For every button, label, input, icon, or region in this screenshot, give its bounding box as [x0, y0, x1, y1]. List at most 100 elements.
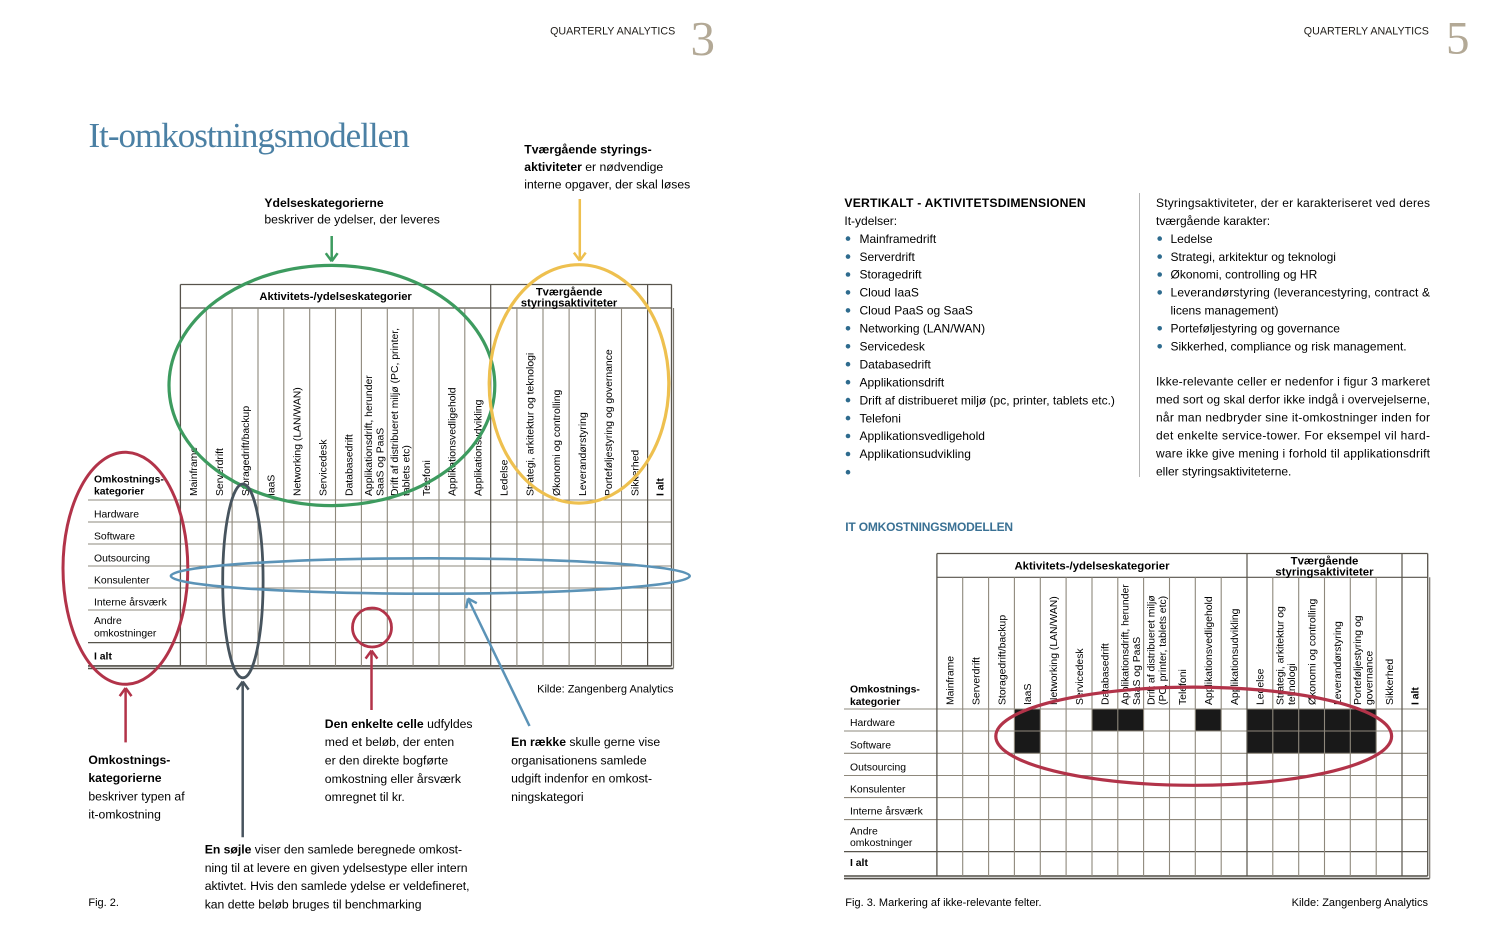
svg-text:Fig. 3. Markering af ikke-rele: Fig. 3. Markering af ikke-relevante felt…: [845, 897, 1041, 909]
svg-text:Hardware: Hardware: [850, 718, 895, 729]
svg-text:SaaS og PaaS: SaaS og PaaS: [376, 428, 387, 496]
svg-text:ningskategori: ningskategori: [511, 790, 583, 804]
svg-text:Konsulenter: Konsulenter: [850, 784, 906, 795]
svg-text:Leverandørstyring (leverancest: Leverandørstyring (leverancestyring, con…: [1171, 286, 1431, 300]
svg-text:Networking (LAN/WAN): Networking (LAN/WAN): [1049, 596, 1060, 705]
svg-text:Databasedrift: Databasedrift: [344, 434, 355, 496]
svg-text:Drift af distribueret miljø (p: Drift af distribueret miljø (pc, printer…: [860, 393, 1115, 407]
svg-text:omregnet til kr.: omregnet til kr.: [325, 790, 405, 804]
svg-text:interne opgaver, der skal løse: interne opgaver, der skal løses: [524, 177, 690, 191]
svg-text:Storagedrift/backup: Storagedrift/backup: [241, 406, 252, 496]
svg-text:Mainframe: Mainframe: [946, 656, 957, 705]
svg-text:Omkostnings-: Omkostnings-: [88, 753, 170, 767]
svg-text:Storagedrift/backup: Storagedrift/backup: [997, 615, 1008, 705]
svg-text:It-ydelser:: It-ydelser:: [844, 214, 897, 228]
svg-text:ning til at levere en given yd: ning til at levere en given ydelsestype …: [205, 861, 468, 875]
svg-text:Outsourcing: Outsourcing: [850, 762, 906, 773]
svg-text:QUARTERLY ANALYTICS: QUARTERLY ANALYTICS: [1304, 25, 1429, 37]
svg-text:Økonomi og controlling: Økonomi og controlling: [1307, 599, 1318, 705]
svg-text:Ledelse: Ledelse: [1256, 668, 1267, 705]
svg-text:Ledelse: Ledelse: [500, 459, 511, 496]
svg-text:Applikationsvedligehold: Applikationsvedligehold: [1204, 596, 1215, 705]
svg-text:Interne årsværk: Interne årsværk: [850, 805, 924, 817]
svg-text:IaaS: IaaS: [1023, 684, 1034, 705]
svg-text:I alt: I alt: [94, 652, 112, 663]
svg-text:Hardware: Hardware: [94, 510, 139, 521]
svg-text:Konsulenter: Konsulenter: [94, 575, 150, 586]
svg-text:beskriver de ydelser, der leve: beskriver de ydelser, der leveres: [264, 212, 439, 226]
svg-text:Ydelseskategorierne: Ydelseskategorierne: [264, 196, 383, 210]
svg-text:omkostninger: omkostninger: [850, 838, 913, 849]
svg-text:Kilde: Zangenberg Analytics: Kilde: Zangenberg Analytics: [1292, 897, 1429, 909]
svg-text:VERTIKALT - AKTIVITETSDIMENSIO: VERTIKALT - AKTIVITETSDIMENSIONEN: [844, 196, 1086, 210]
svg-text:Applikationsvedligehold: Applikationsvedligehold: [448, 387, 459, 496]
svg-text:Networking (LAN/WAN): Networking (LAN/WAN): [860, 322, 986, 336]
svg-text:Leverandørstyring: Leverandørstyring: [1333, 621, 1344, 705]
svg-text:(PC, printer, tablets etc): (PC, printer, tablets etc): [1158, 596, 1169, 705]
svg-text:organisationens samlede: organisationens samlede: [511, 753, 647, 767]
svg-text:En række skulle gerne vise: En række skulle gerne vise: [511, 735, 660, 749]
svg-text:Cloud IaaS: Cloud IaaS: [860, 286, 919, 300]
svg-text:En søjle viser den samlede ber: En søjle viser den samlede beregnede omk…: [205, 843, 462, 857]
svg-text:5: 5: [1446, 13, 1470, 65]
svg-text:Applikationsdrift: Applikationsdrift: [860, 375, 945, 389]
svg-text:Ikke-relevante celler er neden: Ikke-relevante celler er nedenfor i figu…: [1156, 375, 1431, 389]
svg-text:Tværgående: Tværgående: [536, 286, 603, 298]
svg-text:Databasedrift: Databasedrift: [860, 357, 932, 371]
svg-text:Networking (LAN/WAN): Networking (LAN/WAN): [293, 387, 304, 496]
svg-text:Styringsaktiviteter, der er ka: Styringsaktiviteter, der er karakteriser…: [1156, 196, 1430, 210]
svg-text:Porteføljestyring og governanc: Porteføljestyring og governance: [1171, 322, 1341, 336]
svg-text:Den enkelte celle udfyldes: Den enkelte celle udfyldes: [325, 717, 473, 731]
svg-text:Andre: Andre: [94, 616, 122, 627]
svg-text:tværgående karakter:: tværgående karakter:: [1156, 214, 1270, 228]
svg-text:Servicedesk: Servicedesk: [860, 340, 926, 354]
svg-text:Tværgående: Tværgående: [1291, 555, 1359, 567]
svg-text:styringsaktiviteter: styringsaktiviteter: [1275, 566, 1374, 578]
svg-text:It-omkostningsmodellen: It-omkostningsmodellen: [89, 116, 410, 155]
svg-text:Leverandørstyring: Leverandørstyring: [578, 412, 589, 496]
svg-text:når man nedbryder sine it-omko: når man nedbryder sine it-omkostninger i…: [1156, 411, 1430, 425]
svg-text:governance: governance: [1365, 650, 1376, 705]
svg-text:Ledelse: Ledelse: [1171, 232, 1213, 246]
svg-text:Applikationsudvikling: Applikationsudvikling: [860, 447, 971, 461]
svg-text:I alt: I alt: [1411, 687, 1422, 705]
svg-text:Økonomi og controlling: Økonomi og controlling: [552, 390, 563, 496]
svg-text:kategorierne: kategorierne: [88, 771, 161, 785]
svg-text:kan dette beløb bruges til ben: kan dette beløb bruges til benchmarking: [205, 897, 422, 911]
svg-text:Strategi, arkitektur og teknol: Strategi, arkitektur og teknologi: [526, 353, 537, 496]
svg-text:Databasedrift: Databasedrift: [1101, 643, 1112, 705]
svg-text:beskriver typen af: beskriver typen af: [88, 789, 185, 803]
svg-text:Porteføljestyring og governanc: Porteføljestyring og governance: [604, 349, 615, 496]
svg-text:Cloud PaaS og SaaS: Cloud PaaS og SaaS: [860, 304, 973, 318]
svg-text:Servicedesk: Servicedesk: [1075, 648, 1086, 705]
svg-text:QUARTERLY ANALYTICS: QUARTERLY ANALYTICS: [550, 25, 675, 37]
svg-text:Serverdrift: Serverdrift: [972, 657, 983, 705]
svg-text:Software: Software: [94, 532, 135, 543]
svg-text:Andre: Andre: [850, 826, 878, 837]
svg-text:Strategi, arkitektur og teknol: Strategi, arkitektur og teknologi: [1171, 250, 1336, 264]
svg-text:I alt: I alt: [850, 858, 868, 869]
svg-text:Sikkerhed: Sikkerhed: [1385, 659, 1396, 705]
svg-text:Outsourcing: Outsourcing: [94, 553, 150, 564]
svg-text:Drift af distribueret miljø (P: Drift af distribueret miljø (PC, printer…: [390, 328, 401, 496]
svg-text:udgift indenfor en omkost-: udgift indenfor en omkost-: [511, 772, 652, 786]
svg-text:licens management): licens management): [1171, 304, 1279, 318]
svg-text:Applikationsdrift, herunder: Applikationsdrift, herunder: [364, 375, 375, 496]
svg-text:det enkelte service-tower. For: det enkelte service-tower. For eksempel …: [1156, 428, 1430, 442]
svg-text:Økonomi, controlling og HR: Økonomi, controlling og HR: [1171, 268, 1318, 282]
svg-text:eller styringsaktiviteterne.: eller styringsaktiviteterne.: [1156, 464, 1291, 478]
svg-text:Mainframe: Mainframe: [189, 447, 200, 496]
svg-text:Applikationsudvikling: Applikationsudvikling: [474, 399, 485, 496]
svg-text:3: 3: [691, 11, 716, 66]
svg-text:Tværgående styrings-: Tværgående styrings-: [524, 143, 651, 157]
svg-text:Omkostnings-: Omkostnings-: [94, 474, 164, 485]
svg-text:Omkostnings-: Omkostnings-: [850, 684, 920, 695]
svg-text:Fig. 2.: Fig. 2.: [88, 897, 119, 909]
svg-text:Interne årsværk: Interne årsværk: [94, 596, 168, 608]
svg-text:Applikationsvedligehold: Applikationsvedligehold: [860, 429, 985, 443]
svg-text:Strategi, arkitektur og: Strategi, arkitektur og: [1276, 606, 1287, 705]
svg-text:Servicedesk: Servicedesk: [318, 439, 329, 496]
svg-text:Sikkerhed: Sikkerhed: [630, 450, 641, 496]
svg-text:Serverdrift: Serverdrift: [860, 250, 916, 264]
svg-text:omkostning eller årsværk: omkostning eller årsværk: [325, 772, 462, 786]
